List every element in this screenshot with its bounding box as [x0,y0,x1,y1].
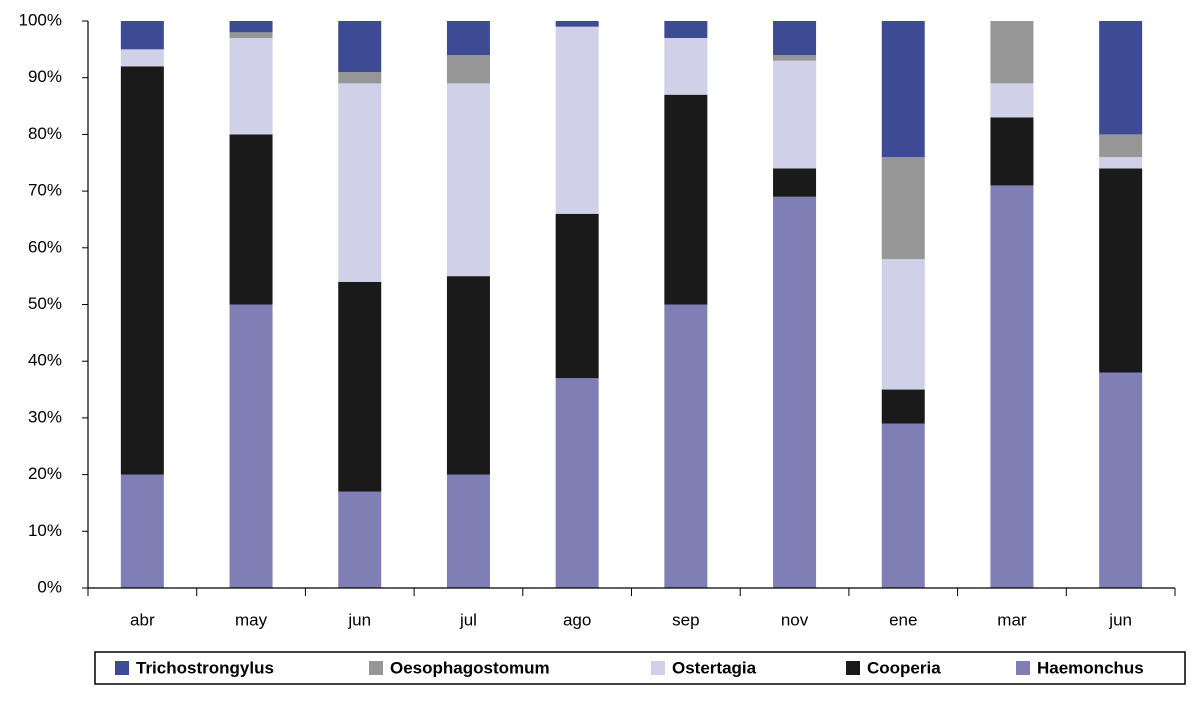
bar-segment [338,21,382,73]
legend-swatch [1016,661,1030,675]
x-tick-label: sep [672,610,699,629]
bar-segment [338,281,382,492]
bar-segment [881,21,925,158]
bar-segment [446,474,490,588]
y-tick-label: 80% [28,124,62,143]
x-tick-label: abr [130,610,155,629]
bar-segment [229,32,273,39]
y-tick-label: 30% [28,407,62,426]
bar-segment [446,21,490,56]
bar-segment [229,21,273,33]
bar-segment [773,60,817,169]
bar-segment [773,21,817,56]
x-tick-label: mar [997,610,1027,629]
bar-segment [555,21,599,27]
y-tick-label: 40% [28,351,62,370]
bar-segment [881,157,925,260]
bar-segment [229,134,273,305]
bar-segment [1099,157,1143,169]
bar-segment [338,491,382,588]
x-tick-label: nov [781,610,809,629]
bar-segment [229,38,273,135]
bar-segment [1099,168,1143,373]
legend-swatch [846,661,860,675]
legend-label: Trichostrongylus [136,658,274,677]
x-tick-label: jul [459,610,477,629]
bar-segment [555,213,599,379]
y-tick-label: 100% [19,10,62,29]
legend-swatch [115,661,129,675]
bar-segment [120,474,164,588]
bar-segment [446,83,490,277]
y-tick-label: 90% [28,67,62,86]
bar-segment [881,423,925,588]
x-tick-label: may [235,610,268,629]
bar-segment [990,185,1034,588]
bar-segment [120,49,164,67]
bar-segment [120,21,164,50]
bar-segment [990,83,1034,118]
legend-swatch [369,661,383,675]
bar-segment [120,66,164,475]
bar-segment [664,304,708,588]
bar-segment [446,55,490,84]
bar-segment [773,55,817,61]
x-tick-label: jun [1108,610,1132,629]
legend-box [94,651,1186,685]
x-tick-label: ene [889,610,917,629]
bar-segment [990,117,1034,186]
legend-label: Cooperia [867,658,941,677]
bar-segment [555,378,599,588]
bar-segment [1099,372,1143,588]
y-tick-label: 70% [28,181,62,200]
bar-segment [881,259,925,390]
y-tick-label: 20% [28,464,62,483]
bar-segment [555,26,599,214]
y-tick-label: 10% [28,521,62,540]
bar-segment [664,38,708,95]
bar-segment [338,72,382,84]
bar-segment [338,83,382,282]
x-tick-label: jun [347,610,371,629]
bar-segment [773,196,817,588]
x-tick-label: ago [563,610,591,629]
bar-segment [1099,134,1143,158]
y-tick-label: 50% [28,294,62,313]
bar-segment [773,168,817,197]
legend-label: Oesophagostomum [390,658,550,677]
bar-segment [664,21,708,39]
bar-segment [990,21,1034,84]
legend-label: Ostertagia [672,658,757,677]
legend-swatch [651,661,665,675]
bar-segment [446,276,490,475]
legend-label: Haemonchus [1037,658,1144,677]
bar-segment [881,389,925,424]
y-tick-label: 0% [37,577,62,596]
bar-segment [664,94,708,305]
bar-segment [229,304,273,588]
y-tick-label: 60% [28,237,62,256]
bar-segment [1099,21,1143,135]
